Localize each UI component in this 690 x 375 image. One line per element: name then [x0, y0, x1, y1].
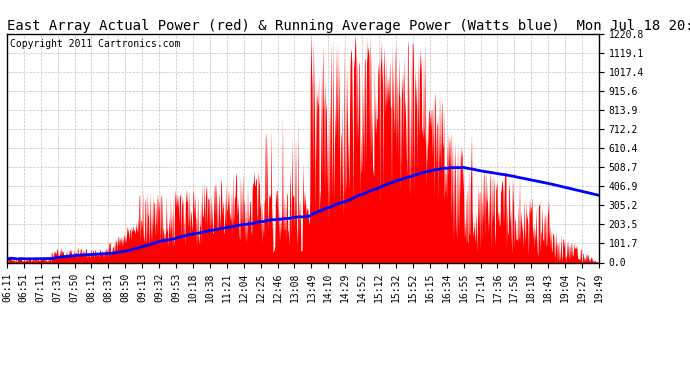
Text: Copyright 2011 Cartronics.com: Copyright 2011 Cartronics.com [10, 39, 180, 50]
Text: East Array Actual Power (red) & Running Average Power (Watts blue)  Mon Jul 18 2: East Array Actual Power (red) & Running … [7, 19, 690, 33]
